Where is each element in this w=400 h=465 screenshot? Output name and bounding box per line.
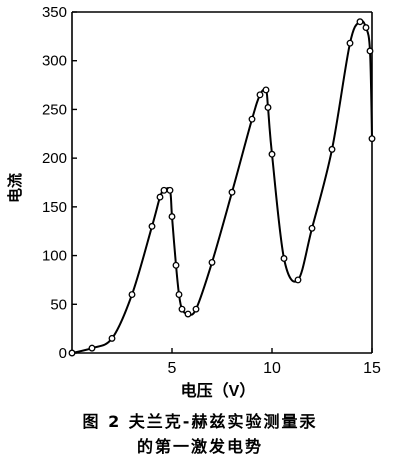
y-tick-label: 0 xyxy=(59,345,67,362)
y-tick-label: 350 xyxy=(42,4,67,21)
data-point xyxy=(362,24,370,32)
data-point xyxy=(166,186,174,194)
data-point xyxy=(192,305,200,313)
data-point xyxy=(346,39,354,47)
x-ticks: 5 10 15 xyxy=(168,348,381,377)
x-tick-label: 5 xyxy=(168,360,177,377)
data-point xyxy=(175,291,183,298)
data-point xyxy=(356,18,364,26)
chart: 0 50 100 150 200 250 300 350 5 10 15 电流 电压（V） xyxy=(6,4,381,400)
y-tick-label: 50 xyxy=(50,296,67,313)
data-point xyxy=(308,224,316,232)
data-point xyxy=(168,213,176,221)
data-points xyxy=(68,18,376,357)
data-point xyxy=(184,310,192,318)
data-point xyxy=(366,47,374,55)
y-tick-label: 300 xyxy=(42,53,67,70)
data-point xyxy=(160,186,168,194)
x-tick-label: 15 xyxy=(363,360,381,377)
x-axis-label: 电压（V） xyxy=(181,381,256,400)
data-point xyxy=(208,258,216,266)
data-point xyxy=(108,334,116,342)
data-point xyxy=(178,305,186,313)
y-tick-label: 200 xyxy=(42,150,67,167)
data-point xyxy=(172,261,180,269)
data-point xyxy=(148,222,156,230)
data-point xyxy=(228,188,236,196)
y-tick-label: 150 xyxy=(42,199,67,216)
data-point xyxy=(264,104,272,111)
y-axis-label: 电流 xyxy=(6,173,24,203)
data-point xyxy=(262,86,270,94)
figure-caption-line-2: 的第一激发电势 xyxy=(136,437,263,456)
figure-caption-line-1: 图 2 夫兰克-赫兹实验测量汞 xyxy=(82,412,318,431)
x-tick-label: 10 xyxy=(263,360,281,377)
data-point xyxy=(68,349,76,357)
data-point xyxy=(256,91,264,99)
data-point xyxy=(280,255,288,262)
data-point xyxy=(294,276,302,284)
data-point xyxy=(248,115,256,123)
y-ticks: 0 50 100 150 200 250 300 350 xyxy=(42,4,77,362)
data-point xyxy=(368,135,376,143)
y-tick-label: 250 xyxy=(42,101,67,118)
data-point xyxy=(156,193,164,201)
data-point xyxy=(268,150,276,158)
data-point xyxy=(328,145,336,153)
y-tick-label: 100 xyxy=(42,248,67,265)
data-point xyxy=(128,291,136,298)
series-curve xyxy=(71,19,373,354)
data-point xyxy=(88,344,96,352)
